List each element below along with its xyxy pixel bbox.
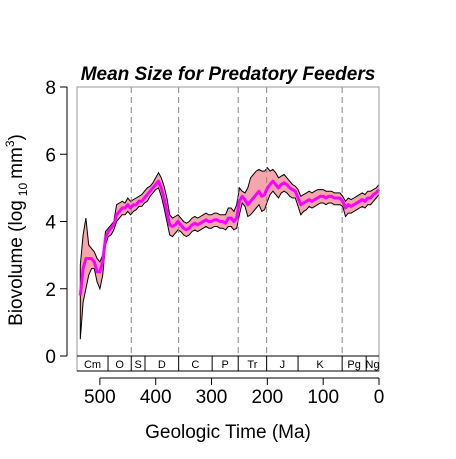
period-label: Cm [84, 359, 101, 371]
y-axis-label-close: ) [6, 134, 27, 140]
y-tick-label: 0 [45, 347, 56, 368]
period-label: P [222, 359, 229, 371]
y-tick-label: 8 [45, 78, 56, 99]
y-axis-label-superscript: 3 [3, 140, 17, 147]
x-tick-label: 500 [84, 387, 116, 408]
period-label: K [316, 359, 324, 371]
y-tick-label: 4 [45, 213, 56, 234]
period-label: C [191, 359, 199, 371]
period-label: D [158, 359, 166, 371]
y-axis-label: Biovolume (log 10 mm3) [3, 134, 30, 326]
period-label: J [280, 359, 286, 371]
y-axis-label-subscript: 10 [16, 183, 30, 197]
period-label: S [134, 359, 141, 371]
mean-line [78, 179, 381, 296]
x-tick-label: 400 [140, 387, 172, 408]
x-tick-label: 300 [196, 387, 228, 408]
period-label: Tr [247, 359, 257, 371]
chart-title: Mean Size for Predatory Feeders [81, 64, 376, 85]
y-tick-label: 6 [45, 145, 56, 166]
x-axis-label: Geologic Time (Ma) [145, 422, 311, 443]
period-label: O [115, 359, 124, 371]
y-tick-label: 2 [45, 280, 56, 301]
confidence-band [79, 166, 380, 340]
period-label: Pg [347, 359, 360, 371]
x-tick-label: 0 [374, 387, 385, 408]
y-axis-label-main: Biovolume (log [6, 200, 27, 326]
plot-frame [76, 86, 380, 372]
period-label: Ng [366, 359, 380, 371]
x-tick-label: 100 [307, 387, 339, 408]
x-tick-label: 200 [252, 387, 284, 408]
y-axis-label-unit: mm [6, 147, 27, 179]
plot-area: Cm O S D C P Tr J K Pg Ng 0 2 4 6 8 500 400 300 200 100 0 [45, 78, 384, 408]
